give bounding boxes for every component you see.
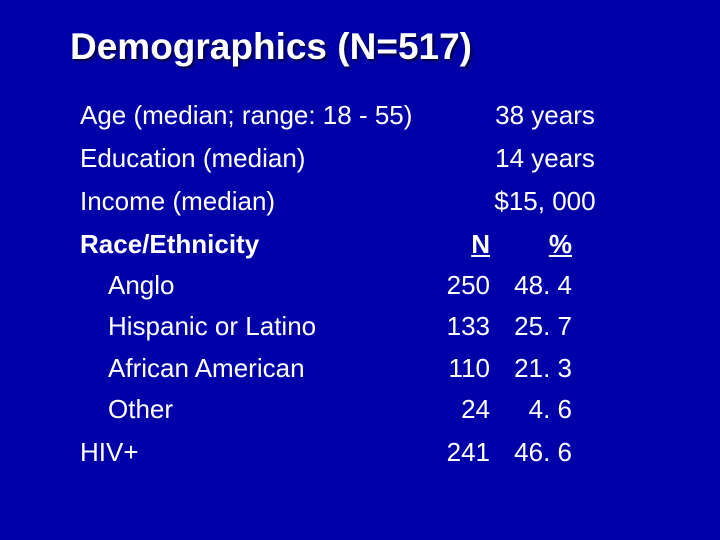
income-label: Income (median): [80, 184, 420, 219]
race-item-values: 250 48. 4: [420, 268, 670, 303]
race-item-label: Hispanic or Latino: [80, 309, 420, 344]
race-item-row: African American 110 21. 3: [80, 351, 670, 386]
race-item-n: 133: [430, 309, 490, 344]
income-value-cell: $15, 000: [420, 184, 670, 219]
hiv-label: HIV+: [80, 435, 420, 470]
col-header-pct: %: [512, 227, 572, 262]
race-item-values: 24 4. 6: [420, 392, 670, 427]
age-value: 38 years: [420, 98, 670, 133]
row-hiv: HIV+ 241 46. 6: [80, 435, 670, 470]
race-heading: Race/Ethnicity: [80, 227, 420, 262]
race-item-label: Anglo: [80, 268, 420, 303]
race-item-row: Other 24 4. 6: [80, 392, 670, 427]
education-value: 14 years: [420, 141, 670, 176]
race-item-pct: 21. 3: [512, 351, 572, 386]
race-item-label: Other: [80, 392, 420, 427]
hiv-n: 241: [430, 435, 490, 470]
col-header-n: N: [430, 227, 490, 262]
hiv-values: 241 46. 6: [420, 435, 670, 470]
row-education: Education (median) 14 years: [80, 141, 670, 176]
race-item-pct: 4. 6: [512, 392, 572, 427]
race-item-pct: 25. 7: [512, 309, 572, 344]
slide-content: Age (median; range: 18 - 55) 38 years Ed…: [70, 98, 670, 470]
slide: Demographics (N=517) Age (median; range:…: [0, 0, 720, 508]
income-value: $15, 000: [420, 184, 670, 219]
education-label: Education (median): [80, 141, 420, 176]
slide-title: Demographics (N=517): [70, 26, 670, 68]
race-item-row: Anglo 250 48. 4: [80, 268, 670, 303]
race-header-row: Race/Ethnicity N %: [80, 227, 670, 262]
race-item-values: 133 25. 7: [420, 309, 670, 344]
row-age: Age (median; range: 18 - 55) 38 years: [80, 98, 670, 133]
education-value-cell: 14 years: [420, 141, 670, 176]
race-item-n: 110: [430, 351, 490, 386]
race-item-row: Hispanic or Latino 133 25. 7: [80, 309, 670, 344]
race-item-label: African American: [80, 351, 420, 386]
race-item-pct: 48. 4: [512, 268, 572, 303]
age-value-cell: 38 years: [420, 98, 670, 133]
race-item-values: 110 21. 3: [420, 351, 670, 386]
race-block: Race/Ethnicity N % Anglo 250 48. 4 Hispa…: [80, 227, 670, 426]
age-label: Age (median; range: 18 - 55): [80, 98, 420, 133]
race-header-values: N %: [420, 227, 670, 262]
race-item-n: 24: [430, 392, 490, 427]
race-item-n: 250: [430, 268, 490, 303]
row-income: Income (median) $15, 000: [80, 184, 670, 219]
hiv-pct: 46. 6: [512, 435, 572, 470]
